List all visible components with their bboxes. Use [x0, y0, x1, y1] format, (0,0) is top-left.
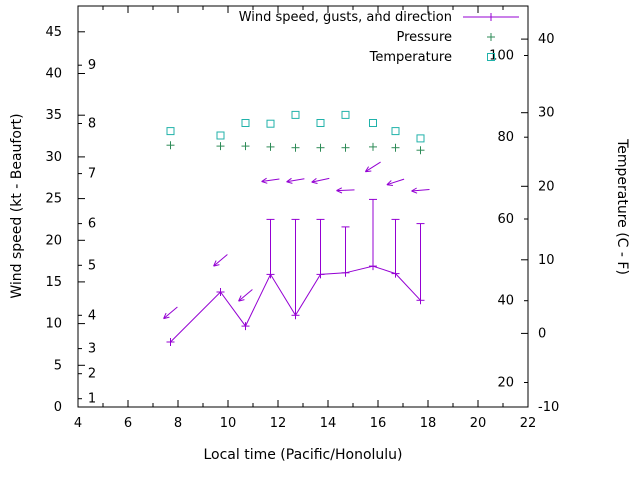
kt-tick-label: 40 — [45, 67, 62, 82]
x-tick-label: 22 — [520, 416, 537, 431]
beaufort-label: 2 — [88, 367, 96, 382]
kt-tick-label: 20 — [45, 233, 62, 248]
wind-direction-arrow — [286, 178, 305, 183]
kt-tick-label: 0 — [54, 400, 62, 415]
temperature-point-marker — [316, 119, 325, 127]
chart-legend: Wind speed, gusts, and direction Pressur… — [239, 7, 520, 67]
beaufort-label: 3 — [88, 342, 96, 357]
legend-temperature-label: Temperature — [369, 49, 452, 65]
fahrenheit-label: 80 — [497, 130, 514, 145]
legend-wind-label: Wind speed, gusts, and direction — [238, 9, 452, 25]
temperature-point-marker — [369, 119, 377, 127]
temperature-point-marker — [341, 110, 350, 119]
fahrenheit-label: 40 — [497, 294, 514, 309]
x-tick-label: 4 — [74, 416, 82, 431]
x-tick-label: 10 — [220, 416, 237, 431]
beaufort-label: 4 — [88, 308, 96, 323]
kt-tick-label: 5 — [54, 358, 62, 373]
left-axis-title: Wind speed (kt - Beaufort) — [9, 113, 25, 299]
temperature-point-marker — [166, 127, 175, 136]
wind-legend-marker — [463, 13, 519, 21]
beaufort-label: 1 — [88, 392, 96, 407]
x-tick-label: 12 — [270, 416, 287, 431]
x-tick-label: 16 — [370, 416, 387, 431]
right-axis-title: Temperature (C - F) — [614, 139, 630, 275]
wind-arrow-head — [213, 260, 217, 267]
wind-arrow-head — [411, 187, 417, 192]
fahrenheit-label: 60 — [497, 212, 514, 227]
wind-direction-arrow — [238, 289, 253, 302]
wind-arrow-head — [286, 181, 293, 184]
wind-arrow-head — [238, 295, 242, 302]
wind-arrow-head — [163, 316, 170, 320]
wind-direction-arrow — [163, 306, 178, 319]
legend-entry-wind: Wind speed, gusts, and direction — [239, 7, 520, 27]
wind-arrow-head — [386, 184, 393, 186]
celsius-tick-label: 20 — [538, 179, 555, 194]
fahrenheit-label: 20 — [497, 375, 514, 390]
wind-arrow-head — [261, 177, 267, 182]
wind-direction-arrow — [386, 178, 405, 186]
temperature-point-marker — [216, 131, 225, 140]
kt-tick-label: 10 — [45, 317, 62, 332]
wind-arrow-head — [364, 166, 370, 172]
wind-arrow-head — [311, 181, 318, 184]
kt-tick-label: 30 — [45, 150, 62, 165]
celsius-tick-label: 40 — [538, 32, 555, 47]
kt-tick-label: 15 — [45, 275, 62, 290]
fahrenheit-label: 100 — [489, 48, 514, 63]
wind-direction-arrow — [311, 177, 330, 183]
celsius-tick-label: 30 — [538, 106, 555, 121]
wind-arrow-head — [286, 177, 292, 183]
legend-entry-temperature: Temperature — [239, 47, 520, 67]
kt-tick-label: 45 — [45, 25, 62, 40]
wind-arrow-head — [336, 190, 343, 194]
wind-speed-line — [170, 265, 421, 343]
wind-arrow-head — [238, 299, 245, 302]
beaufort-label: 9 — [88, 58, 96, 73]
beaufort-label: 6 — [88, 217, 96, 232]
x-tick-label: 14 — [320, 416, 337, 431]
temperature-legend-marker — [487, 53, 495, 61]
wind-direction-arrow — [261, 178, 280, 182]
wind-arrow-head — [311, 178, 317, 183]
beaufort-label: 7 — [88, 167, 96, 182]
legend-pressure-label: Pressure — [396, 29, 452, 45]
wind-direction-arrow — [411, 189, 430, 192]
wind-arrow-head — [261, 181, 268, 184]
kt-tick-label: 25 — [45, 192, 62, 207]
wind-arrow-head — [386, 180, 392, 186]
temperature-point-marker — [416, 134, 425, 143]
wind-arrow-head — [365, 170, 372, 173]
temperature-point-marker — [266, 119, 275, 128]
x-tick-label: 20 — [470, 416, 487, 431]
temperature-point-marker — [391, 127, 400, 136]
wind-direction-arrow — [365, 161, 381, 173]
pressure-legend-marker — [487, 33, 495, 41]
temperature-point-marker — [241, 119, 250, 127]
wind-direction-arrow — [336, 189, 355, 192]
x-tick-label: 8 — [174, 416, 182, 431]
wind-arrow-head — [411, 190, 418, 194]
celsius-tick-label: -10 — [538, 400, 559, 415]
x-tick-label: 18 — [420, 416, 437, 431]
celsius-tick-label: 0 — [538, 326, 546, 341]
wind-arrow-head — [163, 312, 167, 319]
temperature-point-marker — [291, 110, 300, 119]
wind-direction-arrow — [213, 254, 228, 267]
x-axis-title: Local time (Pacific/Honolulu) — [203, 447, 403, 463]
beaufort-label: 5 — [88, 258, 96, 273]
beaufort-label: 8 — [88, 117, 96, 132]
kt-tick-label: 35 — [45, 108, 62, 123]
celsius-tick-label: 10 — [538, 253, 555, 268]
wind-arrow-head — [336, 187, 343, 192]
x-tick-label: 6 — [124, 416, 132, 431]
legend-entry-pressure: Pressure — [239, 27, 520, 47]
wind-arrow-head — [213, 264, 220, 267]
